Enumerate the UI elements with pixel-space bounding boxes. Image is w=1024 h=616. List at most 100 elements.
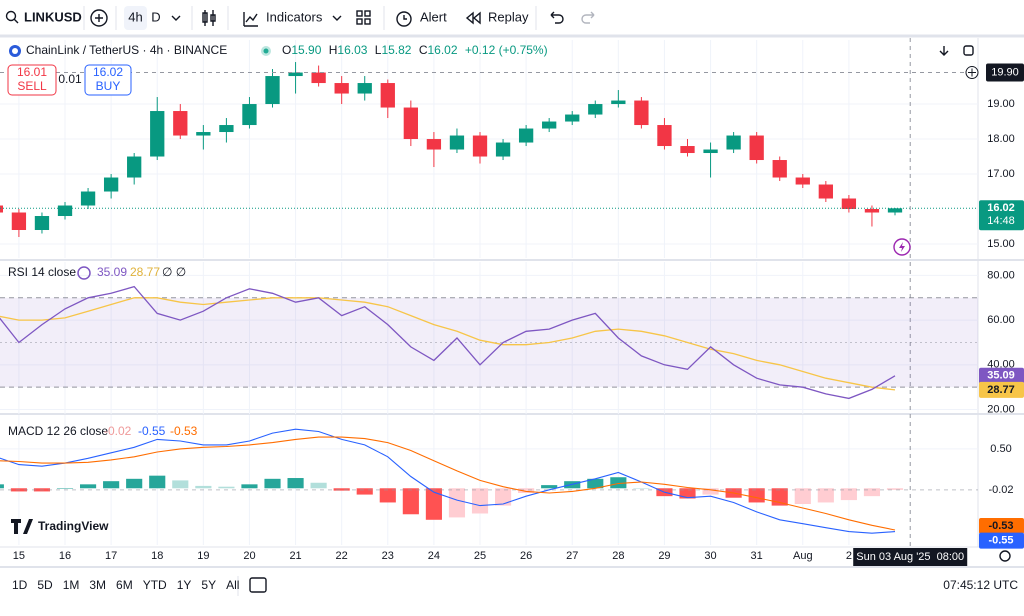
sell-price[interactable]: 16.01 — [17, 65, 47, 79]
alert-icon[interactable] — [396, 11, 412, 27]
chevron[interactable] — [171, 15, 181, 21]
ohlc-legend: O15.90 H16.03 L15.82 C16.02 +0.12 (+0.75… — [282, 43, 548, 57]
interval[interactable]: 4h — [128, 9, 142, 24]
histogram-bar — [471, 488, 489, 514]
candle-body — [173, 111, 188, 136]
chevron[interactable] — [332, 15, 342, 21]
interval-alt[interactable]: D — [151, 9, 160, 24]
settings-button[interactable] — [999, 550, 1011, 562]
x-tick-label: 25 — [474, 550, 486, 562]
logo-text: TradingView — [38, 519, 109, 533]
sell-label[interactable]: SELL — [17, 79, 47, 93]
rsi-badge: 35.09 — [987, 370, 1015, 382]
events-icon — [899, 242, 905, 252]
legend-value: 16.03 — [337, 43, 367, 57]
buy-label[interactable]: BUY — [96, 79, 121, 93]
search-icon[interactable] — [5, 10, 17, 22]
histogram-bar — [679, 488, 696, 499]
chart-title: ChainLink / TetherUS · 4h · BINANCE — [26, 43, 227, 57]
indicator-settings[interactable] — [77, 266, 91, 280]
range-button[interactable]: YTD — [143, 578, 167, 592]
candle-body — [657, 125, 672, 147]
x-tick-label: 31 — [751, 550, 763, 562]
crosshair-x-label: Sun 03 Aug '25 08:00 — [856, 551, 964, 563]
candle-body — [426, 139, 442, 150]
histogram-bar — [541, 485, 558, 489]
x-tick-label: 16 — [59, 550, 71, 562]
rsi-line — [0, 285, 896, 400]
macd-line — [0, 436, 896, 531]
range-button[interactable]: All — [226, 578, 239, 592]
date-range-icon[interactable] — [249, 577, 267, 593]
range-button[interactable]: 3M — [89, 578, 106, 592]
candle-body — [588, 104, 603, 115]
range-button[interactable]: 1Y — [177, 578, 192, 592]
clock: 07:45:12 UTC — [943, 578, 1018, 592]
candle-body — [80, 191, 96, 206]
replay-icon[interactable] — [465, 11, 481, 25]
macd-line — [0, 428, 896, 534]
candle-body — [680, 146, 695, 154]
compare-icon — [95, 14, 103, 22]
logo-icon — [11, 519, 33, 534]
buy-button[interactable] — [84, 64, 132, 96]
hist-badge: -0.02 — [988, 484, 1013, 496]
candle-body — [795, 177, 810, 185]
y-tick-label: 0.50 — [990, 443, 1011, 455]
candle-body — [103, 177, 119, 192]
symbol[interactable]: LINKUSD — [24, 9, 82, 24]
replay-button[interactable]: Replay — [488, 9, 529, 24]
histogram-bar — [748, 488, 765, 503]
candle-body — [887, 208, 903, 213]
y-tick-label: 40.00 — [987, 359, 1015, 371]
histogram-bar — [310, 482, 327, 489]
chart-type-icon[interactable] — [202, 10, 216, 26]
macd-hist-value: -0.02 — [104, 424, 132, 438]
histogram-bar — [356, 488, 373, 495]
rsi-ma-value: 28.77 — [130, 265, 160, 279]
y-tick-label: 80.00 — [987, 269, 1015, 281]
histogram-bar — [817, 488, 834, 503]
layout-icon[interactable] — [356, 10, 363, 17]
indicators-button[interactable]: Indicators — [266, 9, 323, 24]
candle-body — [864, 209, 880, 213]
market-status — [263, 48, 269, 54]
crosshair-y-label: 19.90 — [991, 66, 1019, 78]
range-button[interactable]: 5Y — [201, 578, 216, 592]
histogram-bar — [241, 484, 258, 489]
histogram-bar — [702, 488, 719, 495]
rsi-extra: ∅ ∅ — [162, 265, 186, 279]
undo-button[interactable] — [550, 11, 564, 24]
candle-body — [11, 212, 27, 231]
last-price: 16.02 — [987, 202, 1015, 214]
range-button[interactable]: 1M — [63, 578, 80, 592]
x-tick-label: 29 — [658, 550, 670, 562]
range-button[interactable]: 5D — [37, 578, 53, 592]
histogram-bar — [886, 488, 904, 490]
histogram-bar — [149, 475, 166, 489]
maximize-button[interactable] — [963, 45, 974, 56]
indicators-icon[interactable] — [243, 12, 258, 27]
candle-body — [265, 76, 280, 105]
signal-badge-bg — [979, 518, 1024, 535]
histogram-bar — [610, 477, 627, 489]
histogram-bar — [863, 488, 881, 497]
scroll-button[interactable] — [939, 46, 949, 56]
buy-price[interactable]: 16.02 — [93, 65, 123, 79]
range-button[interactable]: 1D — [12, 578, 28, 592]
sell-button[interactable] — [7, 64, 57, 96]
candle-body — [449, 135, 465, 150]
range-button[interactable]: 6M — [116, 578, 133, 592]
histogram-bar — [518, 488, 535, 493]
compare-button[interactable] — [90, 9, 108, 27]
add-icon — [968, 68, 976, 77]
candle-body — [818, 184, 833, 199]
candle-body — [357, 83, 372, 94]
candle-body — [150, 111, 165, 157]
x-tick-label: 27 — [566, 550, 578, 562]
redo-button[interactable] — [581, 11, 595, 24]
candle-body — [196, 132, 211, 136]
interval-active[interactable] — [124, 6, 147, 30]
alert-button[interactable]: Alert — [420, 9, 447, 24]
